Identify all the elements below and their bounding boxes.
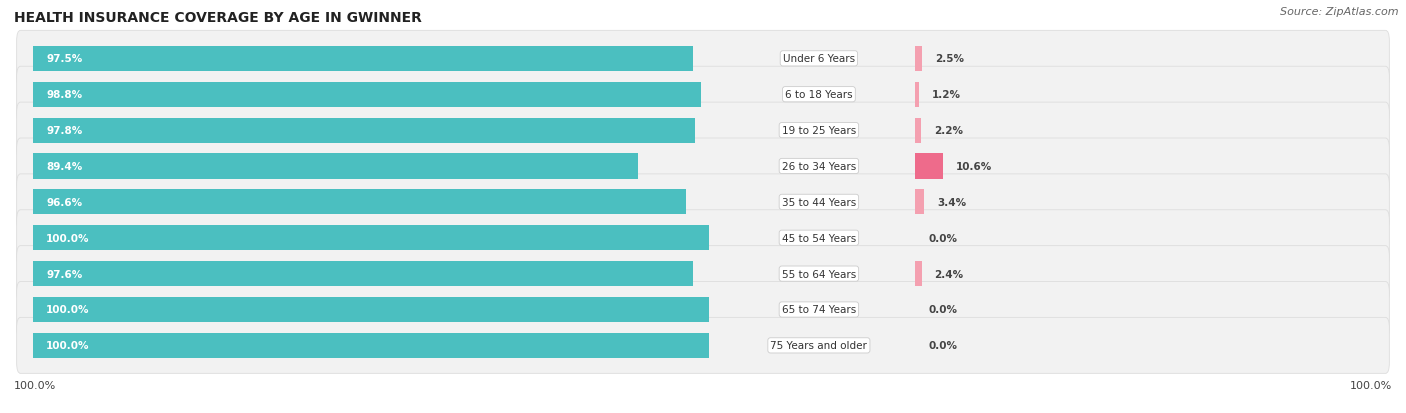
Text: 97.6%: 97.6% bbox=[46, 269, 83, 279]
Text: 35 to 44 Years: 35 to 44 Years bbox=[782, 197, 856, 207]
Text: 98.8%: 98.8% bbox=[46, 90, 83, 100]
Text: 2.5%: 2.5% bbox=[935, 54, 963, 64]
FancyBboxPatch shape bbox=[17, 31, 1389, 87]
Bar bbox=[34, 118, 695, 143]
FancyBboxPatch shape bbox=[17, 210, 1389, 266]
Text: 26 to 34 Years: 26 to 34 Years bbox=[782, 161, 856, 171]
Bar bbox=[34, 225, 710, 251]
FancyBboxPatch shape bbox=[17, 246, 1389, 302]
Text: 0.0%: 0.0% bbox=[928, 233, 957, 243]
Bar bbox=[34, 190, 686, 215]
FancyBboxPatch shape bbox=[17, 174, 1389, 230]
Bar bbox=[915, 261, 922, 287]
Bar bbox=[34, 297, 710, 322]
Text: 100.0%: 100.0% bbox=[46, 305, 90, 315]
Bar bbox=[34, 154, 638, 179]
Text: 100.0%: 100.0% bbox=[1350, 380, 1392, 390]
Text: 2.4%: 2.4% bbox=[935, 269, 963, 279]
Text: 45 to 54 Years: 45 to 54 Years bbox=[782, 233, 856, 243]
Text: 55 to 64 Years: 55 to 64 Years bbox=[782, 269, 856, 279]
Bar bbox=[915, 118, 921, 143]
Text: 0.0%: 0.0% bbox=[928, 305, 957, 315]
Text: 1.2%: 1.2% bbox=[931, 90, 960, 100]
FancyBboxPatch shape bbox=[17, 139, 1389, 195]
Text: 75 Years and older: 75 Years and older bbox=[770, 341, 868, 351]
Text: Under 6 Years: Under 6 Years bbox=[783, 54, 855, 64]
Text: 19 to 25 Years: 19 to 25 Years bbox=[782, 126, 856, 136]
Text: 65 to 74 Years: 65 to 74 Years bbox=[782, 305, 856, 315]
Text: 100.0%: 100.0% bbox=[46, 341, 90, 351]
Bar bbox=[34, 47, 693, 72]
Text: Source: ZipAtlas.com: Source: ZipAtlas.com bbox=[1281, 7, 1399, 17]
Text: 3.4%: 3.4% bbox=[938, 197, 966, 207]
Text: HEALTH INSURANCE COVERAGE BY AGE IN GWINNER: HEALTH INSURANCE COVERAGE BY AGE IN GWIN… bbox=[14, 11, 422, 25]
Text: 97.5%: 97.5% bbox=[46, 54, 83, 64]
FancyBboxPatch shape bbox=[17, 103, 1389, 159]
FancyBboxPatch shape bbox=[17, 318, 1389, 373]
Text: 97.8%: 97.8% bbox=[46, 126, 83, 136]
Bar bbox=[34, 261, 693, 287]
Bar bbox=[34, 83, 702, 107]
Text: 100.0%: 100.0% bbox=[14, 380, 56, 390]
Text: 2.2%: 2.2% bbox=[934, 126, 963, 136]
Bar bbox=[915, 154, 943, 179]
FancyBboxPatch shape bbox=[17, 282, 1389, 338]
Bar bbox=[915, 190, 924, 215]
Bar bbox=[34, 333, 710, 358]
Text: 0.0%: 0.0% bbox=[928, 341, 957, 351]
Bar bbox=[915, 83, 918, 107]
Text: 10.6%: 10.6% bbox=[956, 161, 991, 171]
FancyBboxPatch shape bbox=[17, 67, 1389, 123]
Text: 89.4%: 89.4% bbox=[46, 161, 83, 171]
Bar bbox=[915, 47, 922, 72]
Legend: With Coverage, Without Coverage: With Coverage, Without Coverage bbox=[579, 409, 827, 413]
Text: 6 to 18 Years: 6 to 18 Years bbox=[785, 90, 852, 100]
Text: 96.6%: 96.6% bbox=[46, 197, 83, 207]
Text: 100.0%: 100.0% bbox=[46, 233, 90, 243]
